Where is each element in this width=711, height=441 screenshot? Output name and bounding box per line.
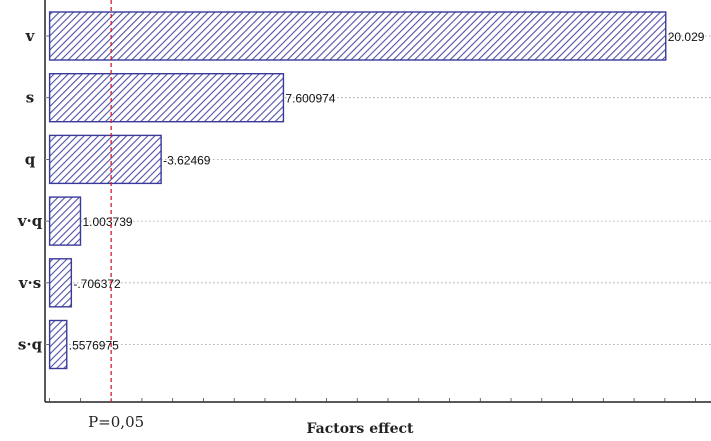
value-label: 20.029	[668, 30, 705, 44]
value-label: -.706372	[73, 277, 121, 291]
value-labels: 20.029 7.600974 -3.62469 1.003739 -.706372 .5…	[69, 30, 705, 353]
category-label: v·s	[18, 274, 41, 292]
bar-6	[48, 319, 68, 370]
category-label: v·q	[17, 212, 43, 230]
bar-2	[48, 72, 285, 123]
bar-4	[48, 196, 82, 246]
category-label: v	[25, 27, 36, 45]
value-label: 7.600974	[285, 92, 335, 106]
bar-3	[48, 134, 162, 185]
bar-5	[48, 258, 73, 308]
bar-1	[48, 11, 667, 61]
reference-line-group: P=0,05	[88, 0, 144, 431]
category-labels: v s q v·q v·s s·q	[17, 27, 43, 354]
category-label: q	[25, 150, 36, 168]
x-axis-label: Factors effect	[306, 421, 414, 437]
axes	[44, 0, 711, 403]
bars	[48, 11, 667, 370]
category-label: s	[26, 89, 34, 107]
reference-line-label: P=0,05	[88, 413, 144, 431]
value-label: .5576975	[69, 339, 119, 353]
value-label: -3.62469	[163, 153, 211, 167]
category-label: s·q	[18, 336, 43, 354]
value-label: 1.003739	[82, 215, 132, 229]
